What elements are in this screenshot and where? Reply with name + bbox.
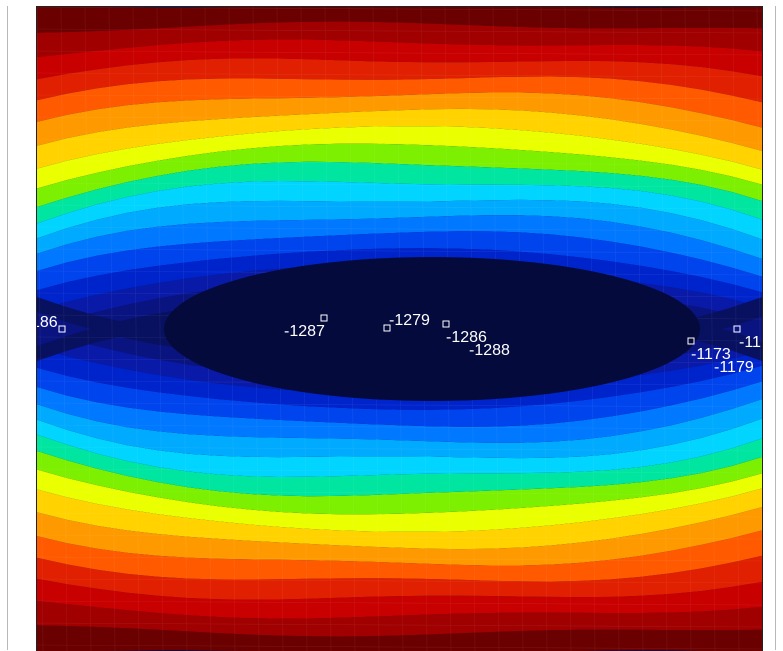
right-axis-line [775,6,776,650]
probe-marker[interactable] [58,325,66,333]
mesh-line [708,7,716,651]
contour-band-top [37,199,762,259]
mesh-line [60,7,68,651]
mesh-line [37,204,762,210]
mesh-line [37,622,762,628]
contour-band-bottom [37,399,762,459]
contour-band-top [37,161,762,224]
contour-band-bottom [37,600,762,637]
probe-marker[interactable] [442,320,450,328]
mesh-line [37,600,762,606]
contour-band-bottom [37,347,762,410]
mesh-line [84,7,92,651]
probe-label: -1286 [446,329,487,346]
contour-map: 186 -1287 -1279 -1286 -1288 -1173 -1179 … [37,7,762,651]
mesh-line [37,446,762,452]
contour-band-top [37,39,762,80]
mesh-line [37,116,762,122]
mesh-line [732,7,740,651]
probe-label: -1173 [691,346,731,363]
contour-band-bottom [37,530,762,582]
mesh-line [37,7,44,651]
contour-band-top [37,231,762,293]
contour-band-top [37,126,762,189]
mesh-line [37,160,762,166]
contour-band-bottom [37,381,762,443]
mesh-line [37,402,762,408]
mesh-line [156,7,164,651]
contour-band-top [37,248,762,311]
contour-band-top [37,92,762,151]
contour-band-top [37,21,762,58]
contour-band-top [37,76,762,128]
probe-label: -11 [739,334,761,351]
mesh-line [37,7,762,12]
probe-points: 186 -1287 -1279 -1286 -1288 -1173 -1179 … [37,312,761,376]
contour-band-bottom [37,507,762,566]
mesh-line [37,644,762,650]
contour-band-top [37,143,762,207]
contour-band-bottom [37,469,762,532]
mesh-line [37,512,762,518]
contour-band-top [37,215,762,277]
probe-marker[interactable] [687,337,695,345]
mesh-line [37,556,762,562]
mesh-line [132,7,140,651]
left-axis-line [7,6,8,650]
mesh-line [37,94,762,100]
probe-marker[interactable] [733,325,741,333]
probe-label: -1179 [714,359,754,376]
probe-label: -1279 [389,312,430,329]
contour-band-bottom [37,418,762,477]
contour-band-bottom [37,578,762,619]
mesh-line [37,138,762,144]
contour-band-top [37,7,762,33]
contour-band-bottom [37,625,762,651]
probe-label: 186 [37,314,58,331]
contour-band-bottom [37,434,762,497]
mesh-line [37,50,762,56]
mesh-line [37,28,762,34]
mesh-line [108,7,116,651]
mesh-line [37,226,762,232]
contour-band-top [37,58,762,103]
probe-marker[interactable] [320,314,328,322]
mesh-line [756,7,762,576]
contour-band-top [37,108,762,170]
mesh-grid-overlay [37,7,762,651]
contour-bands [37,7,762,651]
mesh-line [37,182,762,188]
minimum-region [164,257,700,401]
mesh-line [37,72,762,78]
contour-band-bottom [37,488,762,550]
mesh-line [37,578,762,584]
contour-band-top [37,181,762,240]
contour-band-bottom [37,365,762,427]
mesh-line [37,534,762,540]
mesh-line [37,490,762,496]
probe-label: -1287 [284,323,325,340]
probe-marker[interactable] [383,324,391,332]
mesh-line [37,248,762,254]
mesh-line [37,468,762,474]
contour-band-bottom [37,555,762,600]
contour-plot-area: 186 -1287 -1279 -1286 -1288 -1173 -1179 … [36,6,763,651]
probe-label: -1288 [469,342,510,359]
contour-band-bottom [37,451,762,515]
mesh-line [37,424,762,430]
